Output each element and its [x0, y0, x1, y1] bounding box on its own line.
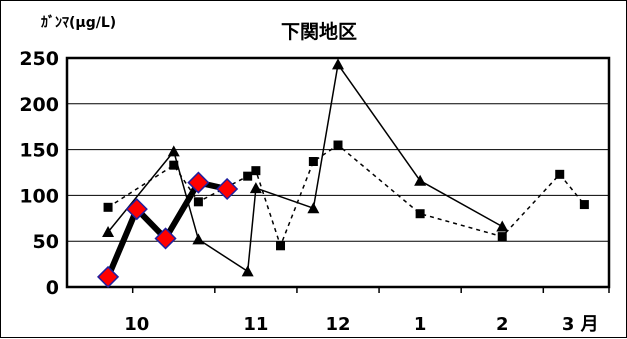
- data-point-square: [169, 160, 179, 170]
- y-tick-label: 50: [33, 231, 59, 253]
- data-point-triangle: [496, 220, 509, 232]
- data-point-triangle: [332, 58, 344, 70]
- data-point-square: [579, 200, 589, 210]
- x-tick-label: 12: [325, 314, 350, 335]
- chart-title: 下関地区: [281, 20, 357, 43]
- data-point-square: [243, 171, 253, 181]
- data-point-square: [251, 166, 261, 176]
- data-point-diamond: [154, 227, 177, 250]
- data-point-diamond: [216, 177, 239, 201]
- y-tick-label: 250: [19, 48, 59, 70]
- data-point-triangle: [167, 145, 180, 157]
- data-point-diamond: [96, 265, 120, 288]
- y-tick-label: 0: [46, 277, 59, 299]
- data-point-diamond: [187, 171, 210, 194]
- x-tick-label: 10: [124, 314, 149, 335]
- data-point-triangle: [307, 202, 320, 214]
- data-point-triangle: [414, 174, 427, 186]
- data-point-square: [103, 202, 113, 212]
- plot-area-border: [65, 56, 611, 289]
- data-point-square: [276, 241, 286, 251]
- series-line: [107, 144, 585, 247]
- data-point-triangle: [241, 265, 254, 277]
- data-point-square: [193, 197, 203, 207]
- data-point-square: [555, 169, 565, 179]
- data-point-square: [415, 209, 425, 219]
- y-tick-label: 100: [19, 185, 59, 207]
- x-tick-label: 3 月: [562, 314, 599, 335]
- data-point-diamond: [125, 198, 148, 221]
- data-point-square: [497, 232, 507, 242]
- data-point-square: [333, 140, 343, 150]
- x-tick-label: 2: [496, 314, 509, 335]
- y-tick-label: 150: [19, 140, 59, 162]
- y-axis-label: ｶﾞﾝﾏ(μg/L): [41, 14, 116, 31]
- x-tick-label: 1: [414, 314, 427, 335]
- data-point-triangle: [102, 226, 115, 238]
- data-point-triangle: [249, 182, 262, 194]
- data-point-square: [308, 157, 318, 167]
- data-point-triangle: [192, 233, 205, 245]
- x-tick-label: 11: [243, 314, 268, 335]
- y-tick-label: 200: [19, 94, 59, 116]
